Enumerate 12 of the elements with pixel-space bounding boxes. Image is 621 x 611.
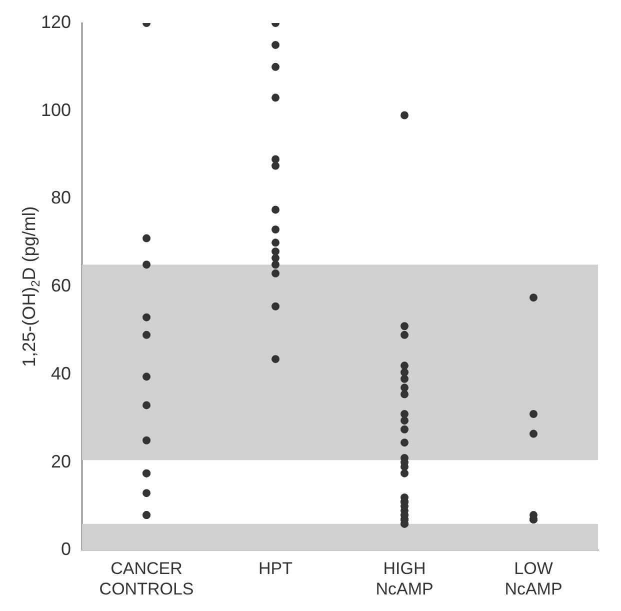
y-tick-label: 0 — [61, 539, 72, 560]
x-tick-label: HIGH NcAMP — [376, 559, 434, 598]
x-tick-label: HPT — [258, 559, 293, 578]
x-tick-label: CANCER CONTROLS — [99, 559, 194, 598]
x-tick-label: LOW NcAMP — [504, 559, 562, 598]
y-tick-label: 60 — [51, 276, 72, 296]
y-tick-label: 80 — [51, 188, 72, 208]
y-tick-label: 100 — [40, 100, 72, 120]
y-axis-title: 1,25-(OH)2D (pg/ml) — [18, 206, 42, 367]
y-tick-label: 120 — [40, 12, 72, 32]
y-tick-label: 40 — [51, 363, 72, 384]
y-tick-label: 20 — [51, 451, 72, 472]
